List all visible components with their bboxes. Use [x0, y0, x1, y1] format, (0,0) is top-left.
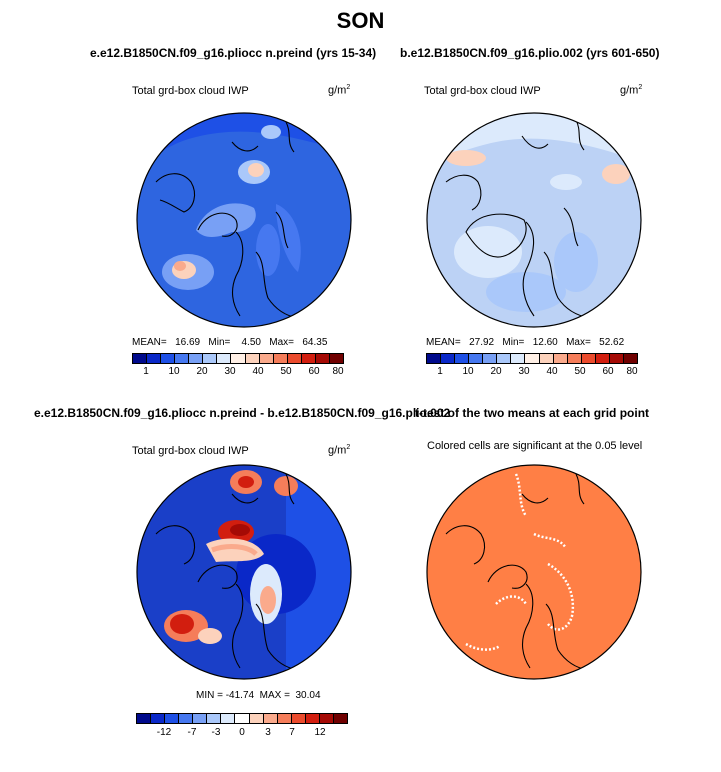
panel2-colorbar-ticks: 1 10 20 30 40 50 60 80 [426, 366, 638, 378]
panel2-tick: 20 [490, 366, 502, 377]
panel3-tick: -7 [187, 727, 197, 738]
panel1-polar-map [136, 112, 352, 328]
panel1-tick: 40 [252, 366, 264, 377]
panel1-units: g/m2 [328, 84, 351, 97]
panel3-polar-map [136, 464, 352, 680]
panel3-tick: -12 [156, 727, 172, 738]
panel1-tick: 60 [308, 366, 320, 377]
panel2-tick: 10 [462, 366, 474, 377]
panel1-colorbar [132, 353, 344, 364]
panel3-case-title: e.e12.B1850CN.f09_g16.pliocc n.preind - … [34, 406, 451, 420]
panel3-tick: 0 [239, 727, 245, 738]
panel2-tick: 1 [437, 366, 443, 377]
panel1-tick: 30 [224, 366, 236, 377]
panel3-variable-label: Total grd-box cloud IWP [132, 445, 249, 457]
panel1-colorbar-ticks: 1 10 20 30 40 50 60 80 [132, 366, 344, 378]
panel3-colorbar-ticks: -12 -7 -3 0 3 7 12 [136, 727, 348, 739]
panel1-tick: 10 [168, 366, 180, 377]
panel1-tick: 50 [280, 366, 292, 377]
panel3-tick: 3 [265, 727, 271, 738]
panel4-case-title: t-test of the two means at each grid poi… [415, 406, 650, 420]
panel1-variable-label: Total grd-box cloud IWP [132, 85, 249, 97]
panel2-case-title: b.e12.B1850CN.f09_g16.plio.002 (yrs 601-… [400, 46, 660, 60]
panel2-variable-label: Total grd-box cloud IWP [424, 85, 541, 97]
panel2-tick: 40 [546, 366, 558, 377]
panel3-tick: 7 [289, 727, 295, 738]
panel2-stats: MEAN= 27.92 Min= 12.60 Max= 52.62 [426, 337, 625, 348]
panel1-tick: 1 [143, 366, 149, 377]
panel2-units: g/m2 [620, 84, 643, 97]
panel4-significance-map [426, 464, 642, 680]
season-title: SON [336, 8, 385, 33]
panel4-subtitle: Colored cells are significant at the 0.0… [427, 440, 643, 452]
panel3-stats: MIN = -41.74 MAX = 30.04 [196, 690, 321, 701]
panel1-stats: MEAN= 16.69 Min= 4.50 Max= 64.35 [132, 337, 328, 348]
panel2-tick: 80 [626, 366, 638, 377]
panel3-tick: 12 [314, 727, 326, 738]
panel2-tick: 30 [518, 366, 530, 377]
panel2-tick: 60 [602, 366, 614, 377]
panel1-tick: 80 [332, 366, 344, 377]
panel1-case-title: e.e12.B1850CN.f09_g16.pliocc n.preind (y… [90, 46, 377, 60]
panel3-colorbar [136, 713, 348, 724]
panel2-polar-map [426, 112, 642, 328]
panel3-units: g/m2 [328, 444, 351, 457]
panel2-colorbar [426, 353, 638, 364]
panel2-tick: 50 [574, 366, 586, 377]
panel1-tick: 20 [196, 366, 208, 377]
panel3-tick: -3 [211, 727, 221, 738]
